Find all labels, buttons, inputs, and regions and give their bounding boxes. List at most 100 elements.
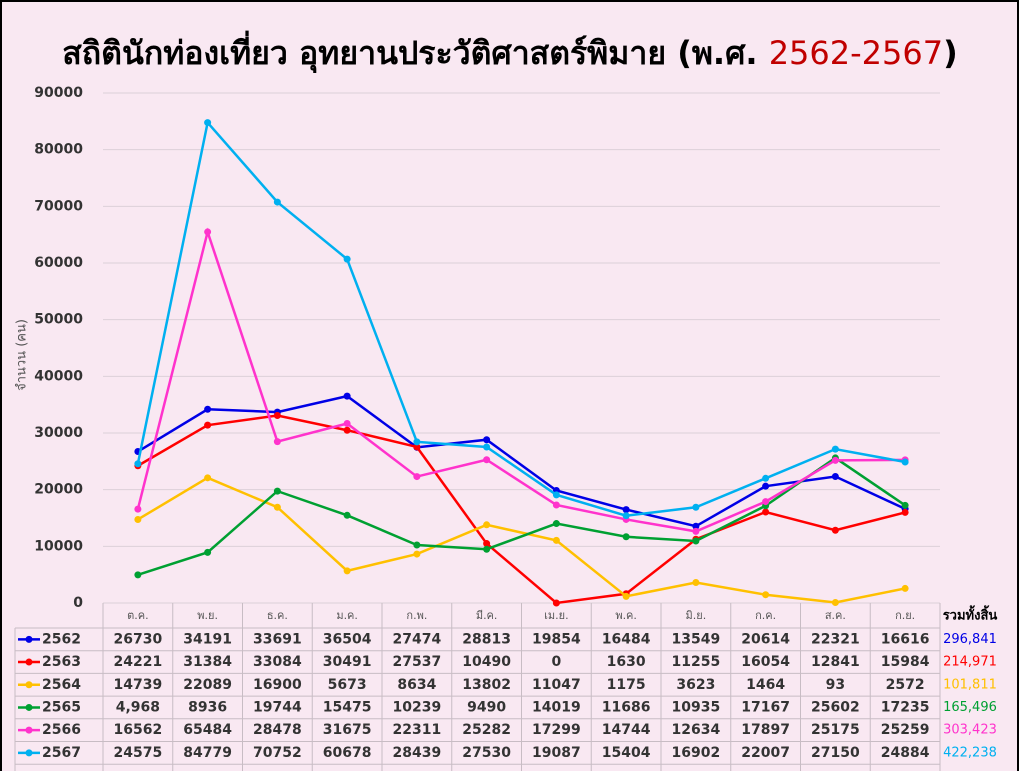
x-tick-label: ม.ค. <box>336 609 358 622</box>
x-tick-label: เม.ย. <box>544 609 568 622</box>
data-point <box>343 420 351 428</box>
table-total: 422,238 <box>943 745 997 760</box>
series-line <box>137 414 906 605</box>
table-value: 16616 <box>881 631 930 647</box>
data-point <box>762 508 770 516</box>
total-header: รวมทั้งสิ้น <box>943 605 998 624</box>
data-point <box>762 474 770 482</box>
table-value: 14744 <box>602 722 651 738</box>
table-total: 101,811 <box>943 677 997 692</box>
x-tick-label: ส.ค. <box>825 609 846 622</box>
table-value: 60678 <box>323 745 372 761</box>
data-point <box>552 491 560 499</box>
data-point <box>622 533 630 541</box>
legend-label: 2567 <box>42 745 81 761</box>
data-point <box>204 228 212 236</box>
table-value: 16054 <box>741 654 790 670</box>
legend-marker <box>25 703 33 711</box>
y-tick-label: 10000 <box>34 538 83 554</box>
table-value: 12841 <box>811 654 860 670</box>
data-point <box>622 512 630 520</box>
table-value: 27150 <box>811 745 860 761</box>
data-point <box>343 567 351 575</box>
data-point <box>552 520 560 528</box>
series-line <box>137 394 906 528</box>
title-text: ) <box>943 34 958 72</box>
data-point <box>762 498 770 506</box>
x-tick-label: ก.ค. <box>755 609 776 622</box>
table-value: 0 <box>552 654 562 670</box>
table-total: 165,496 <box>943 700 997 715</box>
series-line <box>136 227 906 533</box>
table-value: 10490 <box>462 654 511 670</box>
data-point <box>552 599 560 607</box>
x-tick-label: พ.ย. <box>197 609 218 622</box>
table-value: 19744 <box>253 699 302 715</box>
data-point <box>343 255 351 263</box>
x-tick-label: ธ.ค. <box>267 609 288 622</box>
table-value: 25175 <box>811 722 860 738</box>
legend-label: 2563 <box>42 654 81 670</box>
y-tick-label: 80000 <box>34 142 83 158</box>
table-value: 25282 <box>462 722 511 738</box>
data-point <box>831 456 839 464</box>
table-value: 15404 <box>602 745 651 761</box>
table-value: 9490 <box>467 699 506 715</box>
data-point <box>692 503 700 511</box>
data-point <box>901 508 909 516</box>
table-value: 27537 <box>393 654 442 670</box>
legend-label: 2566 <box>42 722 81 738</box>
data-point <box>343 426 351 434</box>
y-tick-label: 60000 <box>34 255 83 271</box>
y-tick-label: 70000 <box>34 198 83 214</box>
title-years: 2562-2567 <box>769 34 943 72</box>
table-value: 1175 <box>607 677 646 693</box>
y-tick-label: 0 <box>73 595 83 611</box>
chart-title: สถิตินักท่องเที่ยว อุทยานประวัติศาสตร์พิ… <box>62 30 957 74</box>
table-value: 3623 <box>676 677 715 693</box>
table-value: 84779 <box>183 745 232 761</box>
data-point <box>134 505 142 513</box>
data-point <box>901 458 909 466</box>
data-point <box>413 443 421 451</box>
data-point <box>413 438 421 446</box>
y-tick-label: 40000 <box>34 368 83 384</box>
data-point <box>204 474 212 482</box>
y-tick-label: 90000 <box>34 85 83 101</box>
table-value: 25259 <box>881 722 930 738</box>
table-value: 25602 <box>811 699 860 715</box>
table-value: 2572 <box>886 677 925 693</box>
table-value: 10935 <box>672 699 721 715</box>
table-value: 15475 <box>323 699 372 715</box>
data-point <box>762 482 770 490</box>
legend-marker <box>25 658 33 666</box>
legend-marker <box>25 681 33 689</box>
data-point <box>622 592 630 600</box>
data-point <box>692 578 700 586</box>
data-point <box>483 540 491 548</box>
table-value: 22007 <box>741 745 790 761</box>
table-value: 22321 <box>811 631 860 647</box>
data-point <box>622 506 630 514</box>
table-value: 11686 <box>602 699 651 715</box>
table-value: 24884 <box>881 745 930 761</box>
table-value: 33691 <box>253 631 302 647</box>
table-value: 22089 <box>183 677 232 693</box>
x-tick-label: ก.ย. <box>895 609 915 622</box>
table-value: 26730 <box>114 631 163 647</box>
data-point <box>483 456 491 464</box>
data-point <box>273 412 281 420</box>
table-value: 14739 <box>114 677 163 693</box>
data-point <box>134 571 142 579</box>
data-point <box>134 515 142 523</box>
table-value: 16900 <box>253 677 302 693</box>
legend-label: 2564 <box>42 677 81 693</box>
table-value: 15984 <box>881 654 930 670</box>
table-value: 28439 <box>393 745 442 761</box>
y-tick-label: 50000 <box>34 312 83 328</box>
table-value: 1464 <box>746 677 785 693</box>
data-point <box>483 443 491 451</box>
data-point <box>343 511 351 519</box>
